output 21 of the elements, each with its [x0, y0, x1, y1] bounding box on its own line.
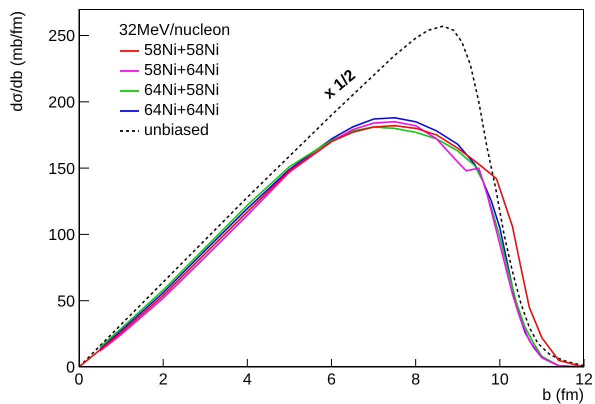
- x-tick-label: 6: [327, 371, 336, 388]
- y-tick-label: 250: [48, 28, 76, 46]
- x-tick-label: 4: [242, 371, 252, 388]
- x-axis-title: b (fm): [542, 387, 584, 404]
- x-tick-label: 2: [158, 371, 168, 388]
- x-tick-label: 12: [575, 371, 593, 388]
- legend-title: 32MeV/nucleon: [119, 21, 230, 41]
- legend-label: 64Ni+64Ni: [144, 101, 220, 121]
- legend-label: 64Ni+58Ni: [144, 81, 220, 101]
- y-tick-label: 0: [66, 360, 76, 377]
- y-tick-label: 50: [57, 293, 76, 310]
- legend-label: unbiased: [144, 121, 209, 141]
- y-tick-label: 100: [48, 227, 76, 244]
- x-tick-label: 10: [490, 371, 509, 388]
- x-tick-label: 8: [411, 371, 420, 388]
- y-tick-label: 150: [48, 160, 76, 178]
- y-axis-title: dσ/db (mb/fm): [9, 11, 26, 112]
- legend-label: 58Ni+58Ni: [144, 41, 220, 61]
- y-tick-label: 200: [48, 94, 76, 112]
- legend-label: 58Ni+64Ni: [144, 61, 220, 81]
- annotation: x 1/2: [320, 66, 359, 103]
